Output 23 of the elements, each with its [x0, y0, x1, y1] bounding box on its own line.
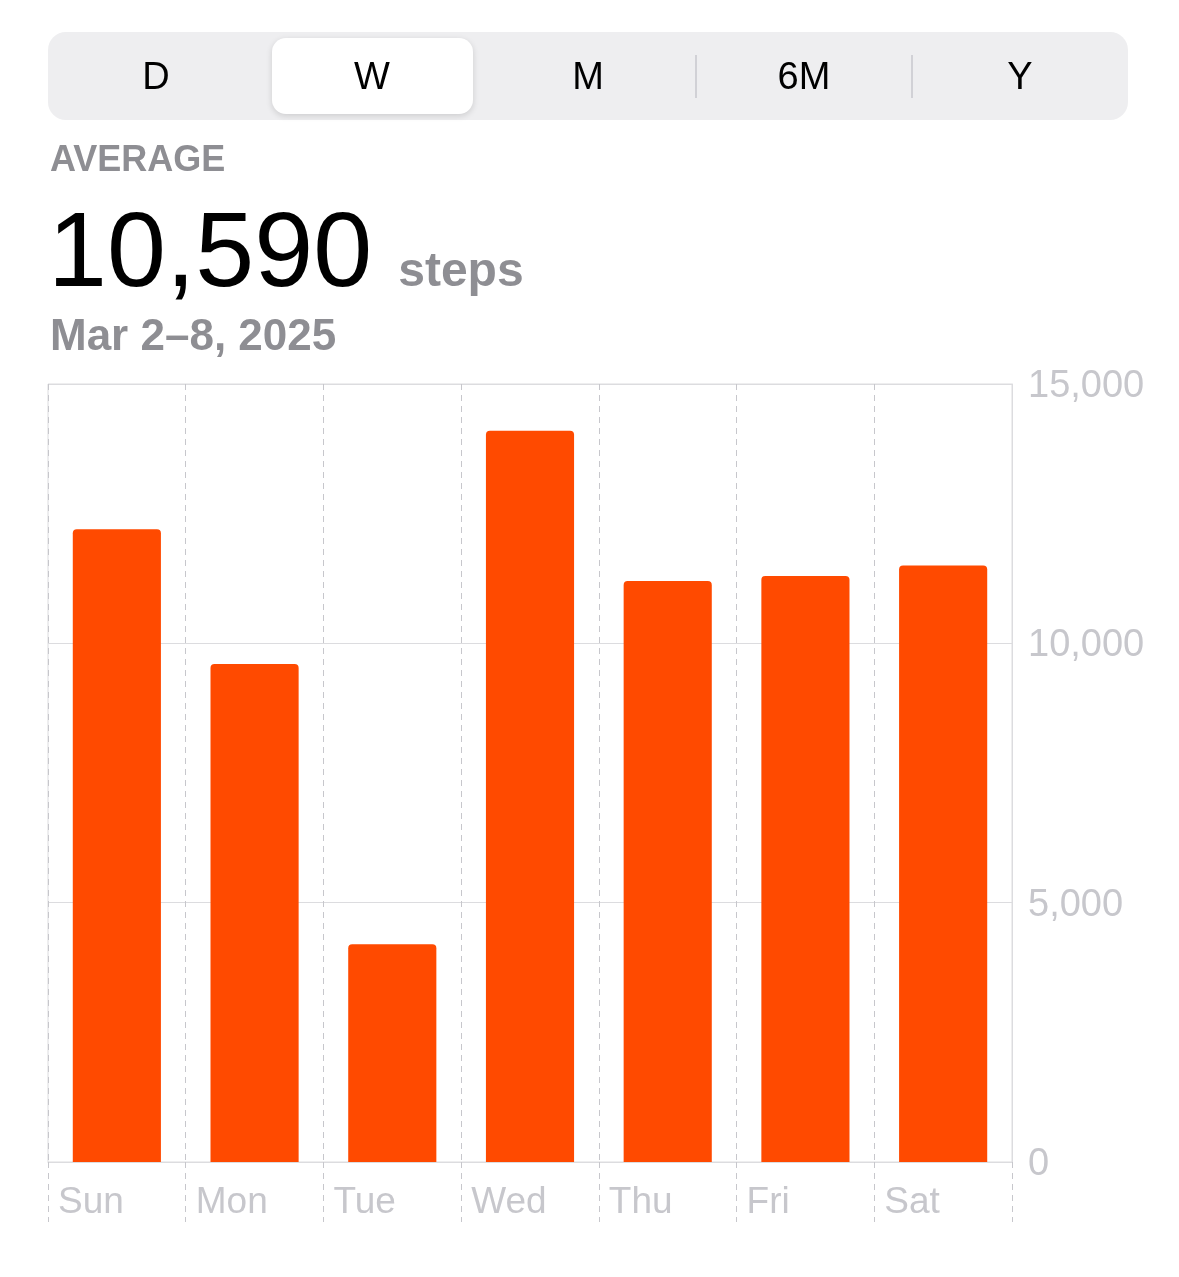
text: 10,590: [48, 190, 373, 308]
y-tick-label: 0: [1028, 1141, 1050, 1183]
chart-subtitle: Mar 2–8, 2025: [50, 310, 337, 359]
x-tick-label: Thu: [608, 1180, 673, 1221]
chart-title: AVERAGE: [50, 138, 226, 179]
x-tick-label: Fri: [746, 1180, 790, 1221]
bar: [348, 944, 437, 1162]
y-tick-label: 15,000: [1028, 363, 1145, 405]
y-tick-label: 5,000: [1028, 881, 1124, 924]
x-tick-label: Wed: [471, 1180, 547, 1221]
bar: [761, 575, 850, 1162]
x-tick-label: Tue: [333, 1180, 396, 1221]
segmented-control: D W M 6M Y: [48, 32, 1128, 120]
bar: [210, 664, 299, 1162]
bar: [485, 430, 575, 1162]
x-tick-label: Sun: [58, 1180, 124, 1221]
x-tick-label: Sat: [884, 1180, 941, 1221]
bar: [899, 565, 988, 1162]
text: steps: [398, 243, 524, 296]
y-tick-label: 10,000: [1028, 622, 1145, 665]
x-tick-label: Mon: [195, 1180, 268, 1221]
bar: [623, 581, 712, 1162]
bar: [72, 529, 161, 1162]
